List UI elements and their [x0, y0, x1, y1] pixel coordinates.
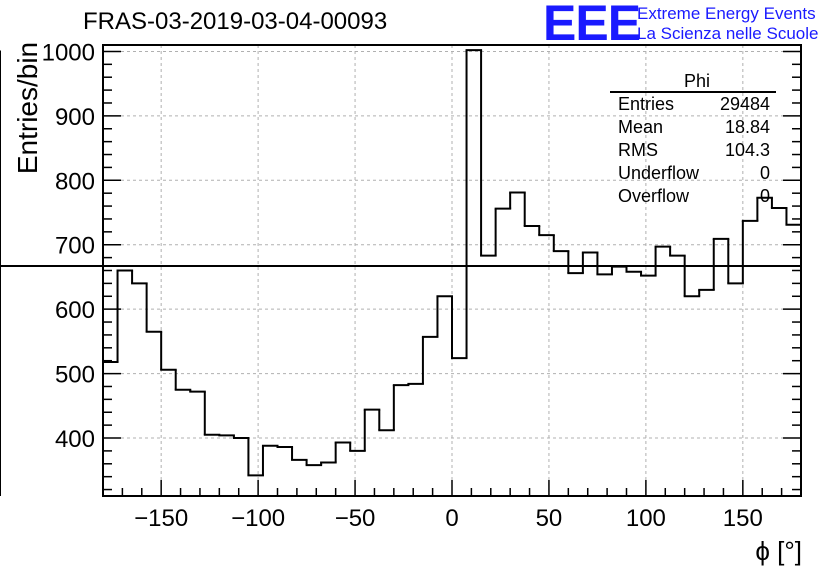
stats-label: Mean	[618, 117, 664, 137]
eee-logo: EEE	[543, 0, 641, 51]
x-tick-label: 0	[445, 505, 458, 532]
histogram-bin	[494, 207, 512, 256]
logo-subtitle-line-2: La Scienza nelle Scuole	[637, 24, 819, 43]
histogram-bin	[334, 441, 352, 463]
y-axis-label: Entries/bin	[12, 41, 43, 175]
histogram-bin	[218, 434, 235, 437]
histogram-bin	[174, 369, 192, 391]
stats-value: 0	[759, 186, 770, 206]
histogram-bin	[261, 444, 279, 476]
histogram-bin	[247, 438, 264, 477]
histogram-bin	[203, 391, 221, 436]
histogram-bin	[596, 252, 613, 276]
histogram-bin	[131, 270, 148, 285]
histogram-bin	[451, 296, 468, 360]
histogram-bin	[102, 360, 119, 496]
x-tick-label: 50	[536, 505, 563, 532]
histogram-bin	[421, 335, 439, 384]
x-tick-label: 150	[723, 505, 763, 532]
histogram-bin	[567, 251, 584, 275]
stats-value: 29484	[719, 94, 770, 114]
stats-row-entries: Entries 29484	[610, 93, 776, 116]
stats-label: Underflow	[618, 163, 700, 183]
histogram-bin	[552, 235, 570, 253]
stats-row-overflow: Overflow 0	[610, 185, 776, 208]
stats-label: Entries	[618, 94, 675, 114]
y-tick-label: 1000	[42, 39, 95, 66]
stats-value: 104.3	[724, 140, 770, 160]
y-tick-label: 700	[55, 233, 95, 260]
chart-title: FRAS-03-2019-03-04-00093	[83, 8, 388, 35]
histogram-bin	[189, 389, 206, 393]
histogram-bin	[407, 382, 424, 386]
histogram-bin	[378, 409, 395, 432]
histogram-bin	[785, 208, 802, 226]
histogram-bin	[654, 245, 672, 276]
histogram-bin	[116, 269, 134, 362]
stats-label: Overflow	[618, 186, 690, 206]
y-tick-label: 800	[55, 168, 95, 195]
histogram-bin	[349, 442, 366, 452]
x-tick-label: −50	[335, 505, 376, 532]
histogram-bin	[698, 288, 715, 297]
histogram-bin	[669, 246, 686, 257]
logo-subtitle-line-1: Extreme Energy Events	[637, 4, 816, 23]
y-tick-label: 500	[55, 362, 95, 389]
stats-label: RMS	[618, 140, 658, 160]
stats-row-underflow: Underflow 0	[610, 162, 776, 185]
x-tick-label: −150	[134, 505, 188, 532]
histogram-bin	[305, 459, 323, 467]
histogram-bin	[770, 197, 788, 210]
stats-row-rms: RMS 104.3	[610, 139, 776, 162]
histogram-bin	[320, 461, 337, 466]
histogram-bin	[581, 251, 599, 274]
histogram-bin	[538, 226, 555, 237]
histogram-bin	[363, 408, 381, 451]
histogram-bin	[232, 435, 250, 440]
histogram-bin	[727, 238, 744, 285]
histogram-bin	[640, 271, 657, 277]
histogram-bin	[741, 219, 759, 284]
x-tick-label: 100	[626, 505, 666, 532]
stats-row-mean: Mean 18.84	[610, 116, 776, 139]
stats-value: 18.84	[724, 117, 770, 137]
stats-title: Phi	[610, 71, 776, 93]
y-tick-label: 900	[55, 104, 95, 131]
histogram-bin	[276, 445, 294, 449]
x-tick-label: −100	[231, 505, 285, 532]
histogram-bin	[436, 295, 453, 337]
stats-box: Phi Entries 29484 Mean 18.84 RMS 104.3 U…	[610, 71, 776, 208]
y-tick-label: 400	[55, 426, 95, 453]
histogram-bin	[625, 266, 643, 273]
histogram-bin	[683, 255, 701, 298]
histogram-bin	[291, 447, 308, 461]
histogram-bin	[610, 265, 628, 275]
histogram-bin	[509, 191, 526, 209]
x-axis-label: ϕ [°]	[755, 536, 802, 566]
histogram-bin	[145, 283, 163, 333]
stats-value: 0	[759, 163, 770, 183]
histogram-bin	[480, 50, 497, 257]
histogram-bin	[465, 49, 483, 359]
histogram-bin	[712, 237, 730, 290]
histogram-bin	[523, 192, 541, 228]
histogram-bin	[756, 196, 773, 221]
histogram-bin	[160, 331, 177, 371]
histogram-bin	[392, 384, 410, 431]
y-tick-label: 600	[55, 297, 95, 324]
